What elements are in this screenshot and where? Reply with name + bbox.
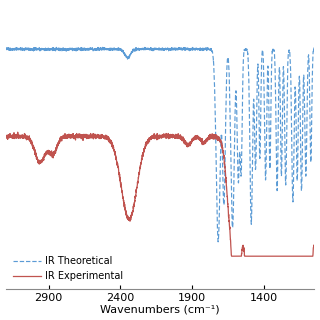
IR Experimental (39, 161, 43, 165)
IR Theoretical (57, 47, 61, 51)
IR Theoretical (307, 53, 310, 57)
IR Theoretical (313, 47, 316, 51)
IR Theoretical (112, 45, 116, 49)
IR Experimental (122, 200, 126, 204)
Legend: IR Theoretical, IR Experimental: IR Theoretical, IR Experimental (11, 253, 126, 284)
IR Experimental (57, 139, 61, 143)
IR Experimental (4, 133, 7, 137)
IR Experimental (136, 180, 140, 184)
IR Theoretical (39, 48, 43, 52)
IR Theoretical (216, 240, 220, 244)
X-axis label: Wavenumbers (cm⁻¹): Wavenumbers (cm⁻¹) (100, 304, 220, 315)
IR Theoretical (273, 76, 277, 80)
Line: IR Theoretical: IR Theoretical (5, 47, 315, 242)
IR Experimental (16, 130, 20, 134)
IR Experimental (313, 243, 316, 247)
IR Experimental (230, 254, 234, 258)
IR Theoretical (122, 52, 126, 56)
IR Experimental (307, 254, 310, 258)
Line: IR Experimental: IR Experimental (5, 132, 315, 256)
IR Theoretical (136, 48, 140, 52)
IR Theoretical (4, 46, 7, 50)
IR Experimental (273, 254, 277, 258)
